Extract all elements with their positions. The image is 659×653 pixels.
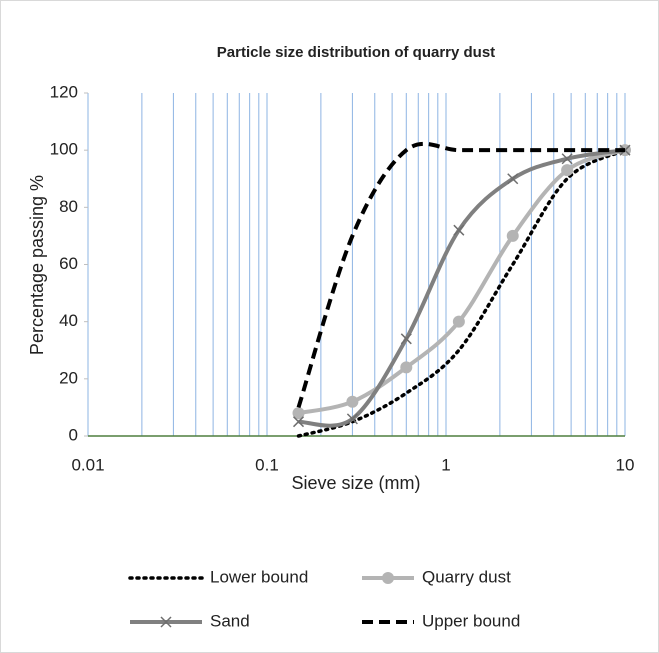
x-tick-label: 1 [441,455,450,474]
chart-title: Particle size distribution of quarry dus… [217,44,495,61]
point-marker [346,395,359,408]
point-marker [453,224,465,236]
legend-marker [160,616,172,628]
y-tick-label: 120 [50,82,78,101]
x-tick-label: 0.1 [255,455,279,474]
legend-label: Upper bound [422,611,520,630]
point-marker [292,407,305,420]
y-axis-label: Percentage passing % [27,175,47,355]
point-marker [400,361,413,374]
point-marker [506,229,519,242]
legend-marker [382,572,394,584]
x-axis-label: Sieve size (mm) [291,473,420,493]
series-line [296,141,625,409]
y-tick-label: 0 [69,425,78,444]
y-tick-label: 20 [59,368,78,387]
y-tick-label: 40 [59,311,78,330]
legend-label: Sand [210,611,250,630]
y-tick-label: 100 [50,140,78,159]
point-marker [292,416,305,428]
y-tick-label: 80 [59,197,78,216]
legend-label: Quarry dust [422,567,511,586]
point-marker [561,153,573,165]
point-marker [346,413,358,425]
y-tick-label: 60 [59,254,78,273]
legend-label: Lower bound [210,567,308,586]
x-tick-label: 10 [616,455,635,474]
point-marker [400,333,412,345]
point-marker [561,164,574,177]
x-tick-label: 0.01 [71,455,104,474]
point-marker [507,173,519,185]
point-marker [452,315,465,328]
